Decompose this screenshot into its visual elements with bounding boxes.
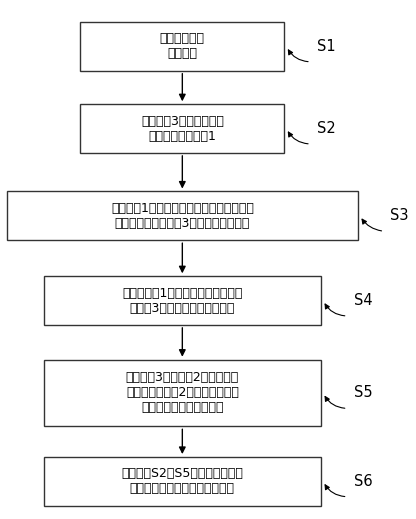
Text: 当热流模块1切换温度完成后，向控
制模块3反馈温度切换完毕信号: 当热流模块1切换温度完成后，向控 制模块3反馈温度切换完毕信号 xyxy=(122,286,243,315)
Bar xyxy=(44,276,321,325)
Bar xyxy=(80,22,285,71)
Bar xyxy=(80,104,285,153)
Bar xyxy=(44,360,321,427)
Text: 循环执行S2至S5，直至完成待测
试芯片在不同温度下的功能测试: 循环执行S2至S5，直至完成待测 试芯片在不同温度下的功能测试 xyxy=(121,467,243,495)
Text: S6: S6 xyxy=(354,474,372,489)
Text: S3: S3 xyxy=(391,208,409,223)
Text: 控制模块3向测试机2发送开始测
试信号，测试机2对待测试芯片在
设定温度下进行功能测试: 控制模块3向测试机2发送开始测 试信号，测试机2对待测试芯片在 设定温度下进行功… xyxy=(126,372,239,415)
Text: 热流模块1根据所述切换温度指令进行温度
切换；并向控制模块3反馈温度切换状态: 热流模块1根据所述切换温度指令进行温度 切换；并向控制模块3反馈温度切换状态 xyxy=(111,202,254,230)
Text: S4: S4 xyxy=(354,293,372,308)
Text: 控制模块3将切换温度指
令发送至热流模块1: 控制模块3将切换温度指 令发送至热流模块1 xyxy=(141,115,224,143)
Text: 根据测试指令
启动测试: 根据测试指令 启动测试 xyxy=(160,32,205,60)
Text: S5: S5 xyxy=(354,386,372,401)
Bar xyxy=(7,192,358,240)
Bar xyxy=(44,457,321,506)
Text: S1: S1 xyxy=(317,39,336,54)
Text: S2: S2 xyxy=(317,121,336,136)
